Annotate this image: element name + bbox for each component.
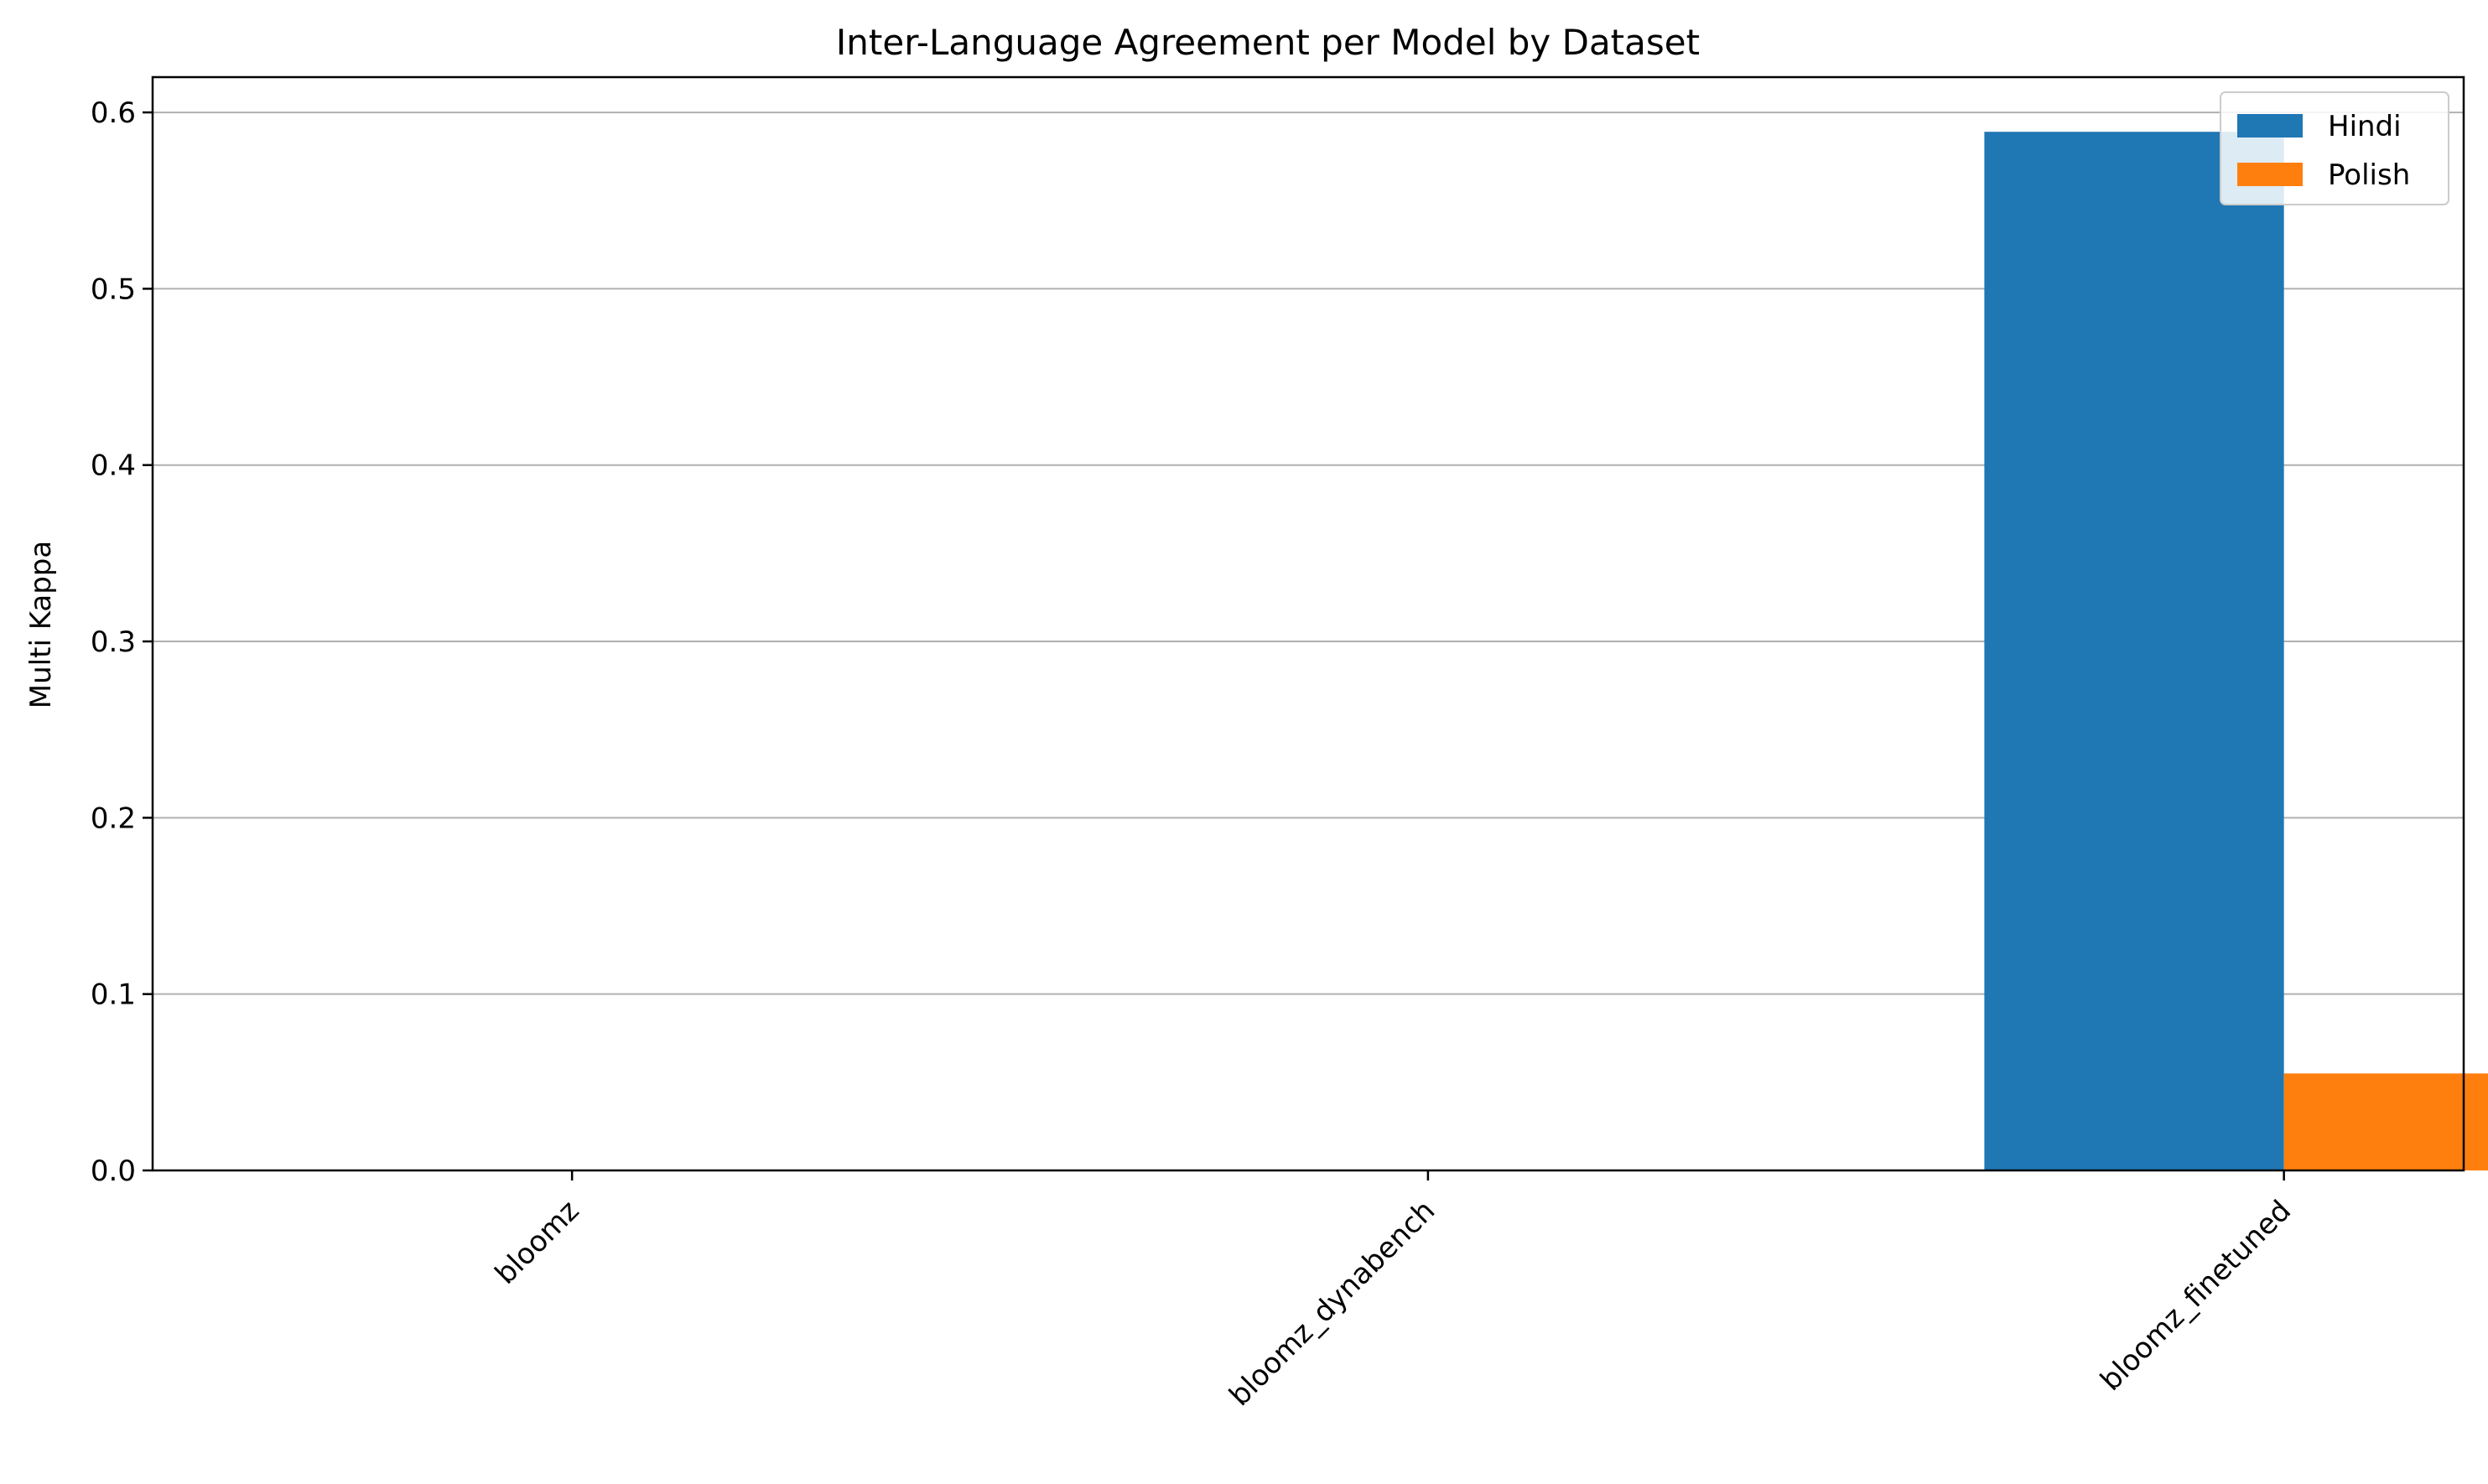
plot-frame <box>151 75 2465 1172</box>
y-tick-label: 0.6 <box>91 96 136 130</box>
y-tick-label: 0.4 <box>91 449 136 483</box>
chart-title: Inter-Language Agreement per Model by Da… <box>836 22 1700 63</box>
legend: Hindi Polish <box>2220 91 2449 205</box>
bar-polish-bloomz_finetuned <box>2283 1073 2488 1170</box>
y-tick-label: 0.2 <box>91 802 136 835</box>
bar-hindi-bloomz_finetuned <box>1984 132 2284 1171</box>
y-axis-label: Multi Kappa <box>24 541 58 708</box>
y-tick-label: 0.5 <box>91 272 136 306</box>
legend-swatch-hindi <box>2237 114 2303 138</box>
legend-label-hindi: Hindi <box>2328 110 2402 143</box>
y-axis-ticks: 0.0 0.1 0.2 0.3 0.4 0.5 0.6 <box>91 96 153 1188</box>
legend-swatch-polish <box>2237 163 2303 186</box>
bars <box>1984 132 2488 1171</box>
y-tick-label: 0.0 <box>91 1155 136 1188</box>
grid-lines <box>153 112 2464 995</box>
y-tick-label: 0.1 <box>91 978 136 1012</box>
legend-label-polish: Polish <box>2328 158 2410 192</box>
y-tick-label: 0.3 <box>91 625 136 659</box>
